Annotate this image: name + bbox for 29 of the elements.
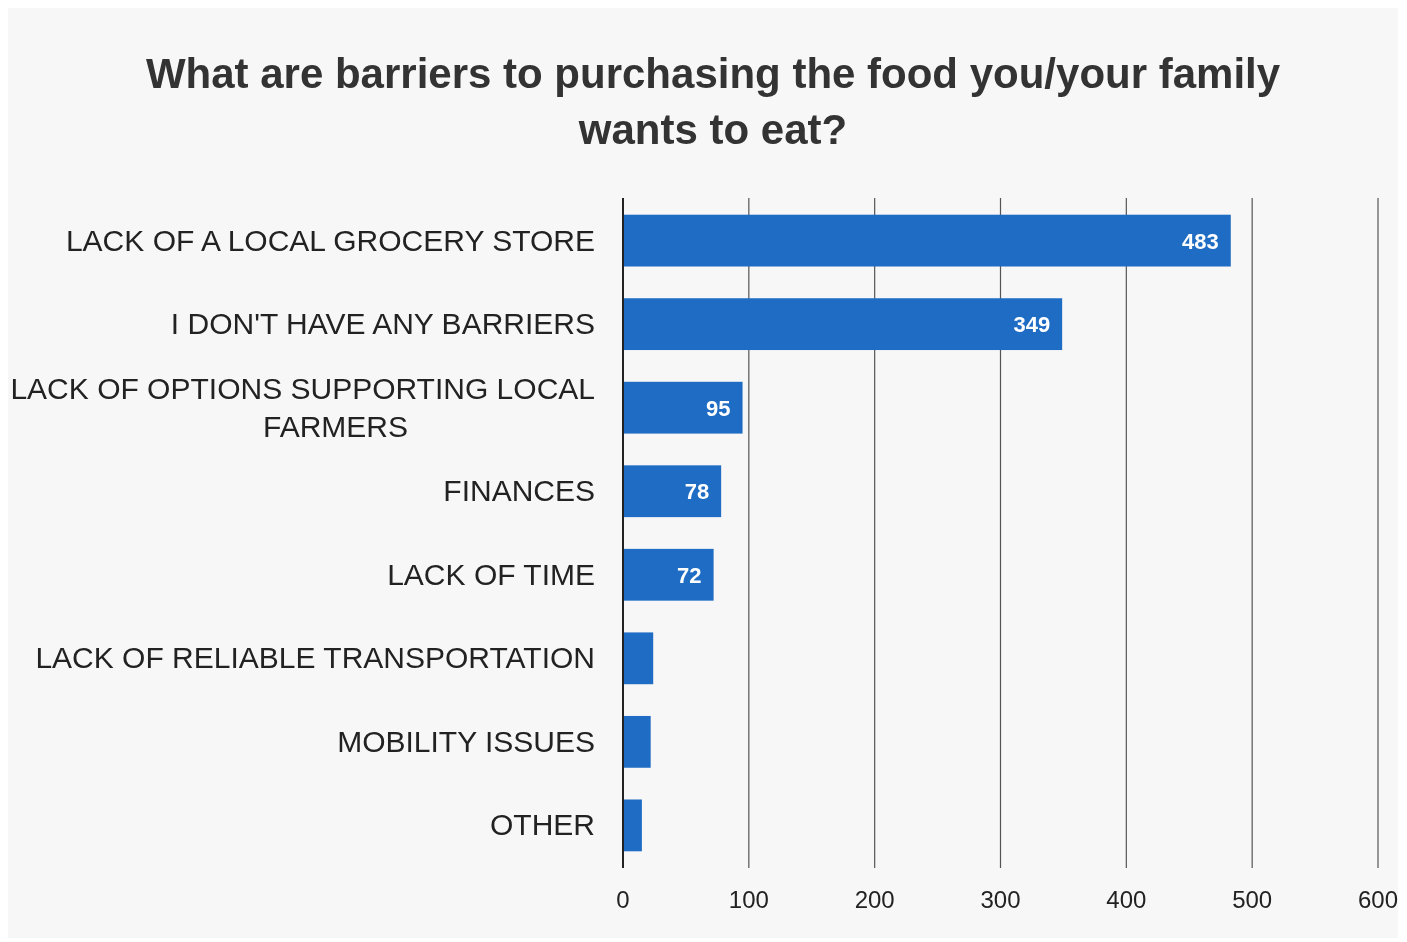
bar [623, 298, 1063, 351]
y-tick-label: LACK OF A LOCAL GROCERY STORE [65, 223, 595, 257]
data-label: 95 [706, 395, 731, 421]
bar [623, 715, 651, 768]
x-tick-label: 400 [1106, 886, 1147, 913]
data-label: 349 [1013, 312, 1051, 338]
data-label: 78 [684, 479, 710, 505]
bar [623, 548, 714, 601]
data-label: 72 [677, 562, 702, 588]
bar [623, 214, 1231, 267]
y-tick-label: I DON'T HAVE ANY BARRIERS [170, 307, 595, 341]
y-tick-label: LACK OF RELIABLE TRANSPORTATION [35, 641, 595, 675]
bar [623, 799, 642, 852]
x-tick-label: 300 [980, 886, 1021, 913]
y-tick-label: MOBILITY ISSUES [337, 724, 595, 758]
bar [623, 465, 722, 518]
y-tick-label: LACK OF OPTIONS SUPPORTING LOCAL FARMERS [10, 371, 595, 443]
y-tick-label: LACK OF TIME [387, 557, 595, 591]
bar [623, 632, 654, 685]
x-tick-label: 500 [1232, 886, 1273, 913]
x-tick-label: 200 [854, 886, 895, 913]
x-tick-label: 600 [1357, 886, 1399, 913]
x-tick-label: 0 [616, 886, 630, 913]
y-tick-label: FINANCES [443, 474, 595, 508]
x-tick-label: 100 [728, 886, 769, 913]
bar [623, 381, 743, 434]
chart-title: What are barriers to purchasing the food you/your family wants to eat? [145, 50, 1281, 153]
y-tick-label: OTHER [490, 808, 595, 842]
data-label: 483 [1182, 228, 1219, 254]
